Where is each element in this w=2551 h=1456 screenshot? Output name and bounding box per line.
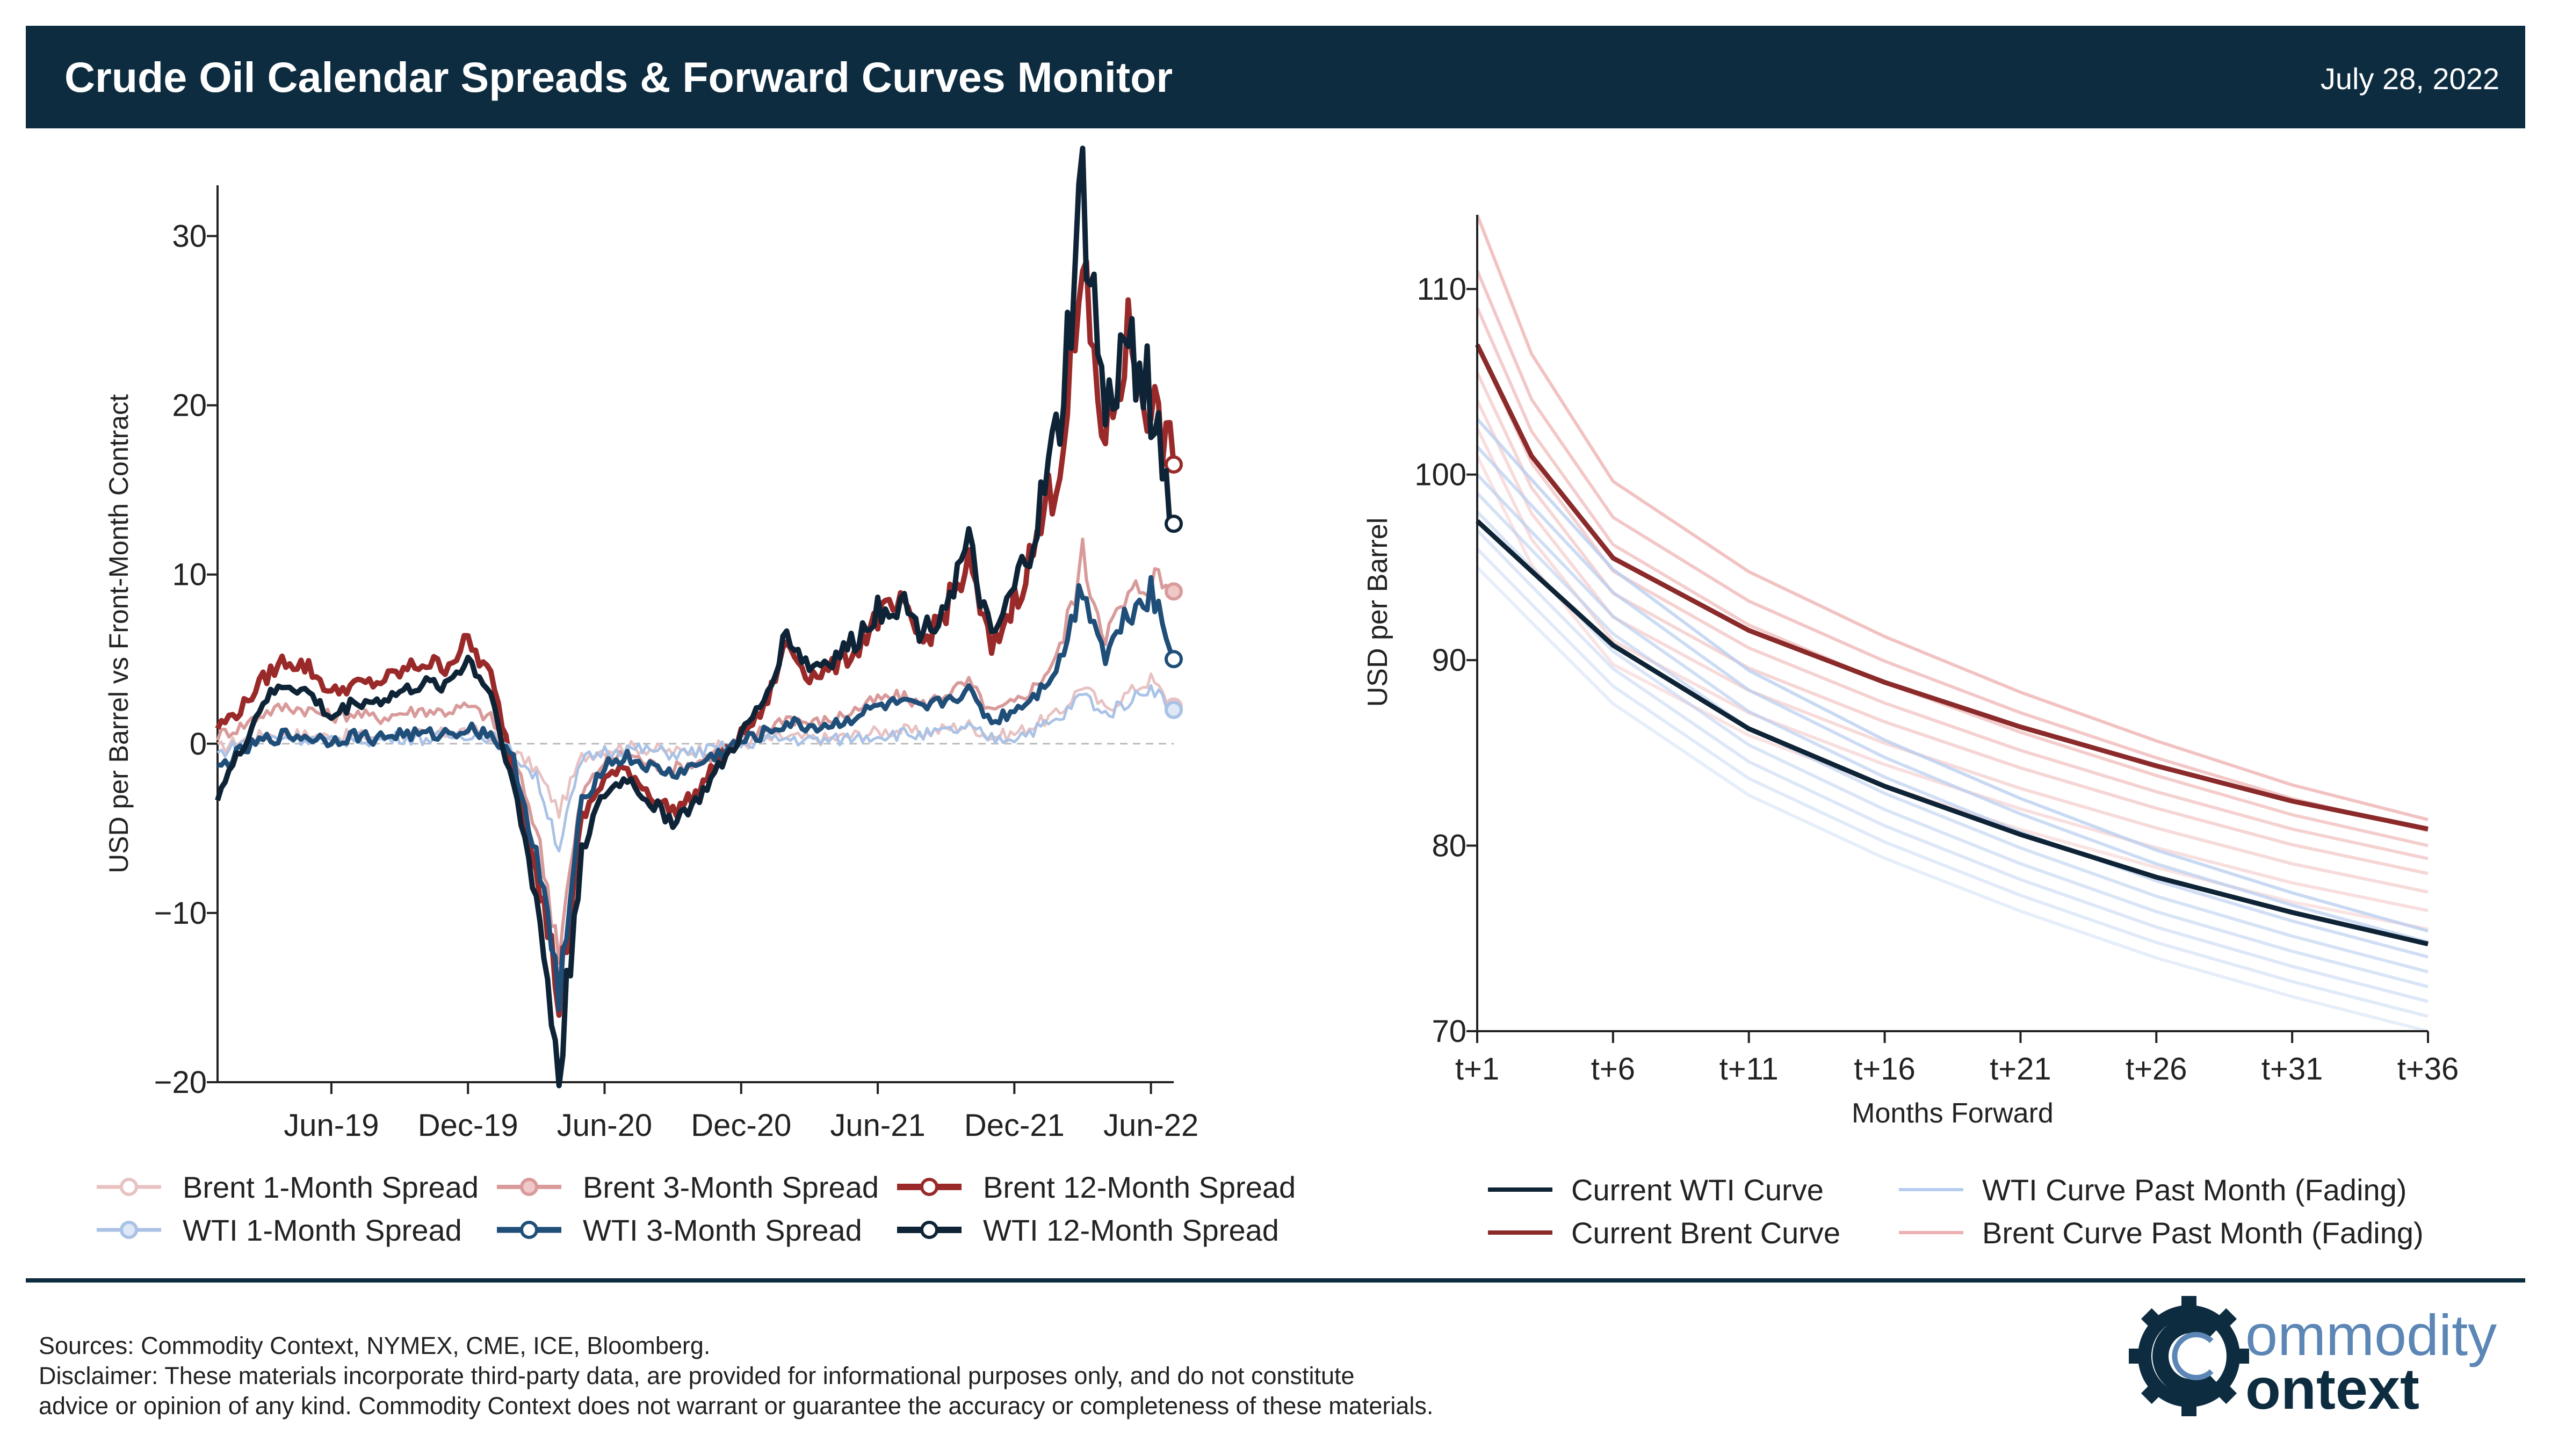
legend-left-item-1: Brent 1-Month Spread bbox=[183, 1170, 479, 1204]
left-x-tick-label: Dec-20 bbox=[691, 1108, 791, 1143]
left-x-tick-label: Jun-22 bbox=[1103, 1108, 1198, 1143]
brent-fading-curve-8 bbox=[1476, 214, 2429, 822]
right-x-tick-label: t+6 bbox=[1591, 1052, 1635, 1086]
legend-marker-3 bbox=[920, 1178, 938, 1196]
left-y-tick-label: −10 bbox=[154, 896, 207, 931]
legend-marker-1 bbox=[120, 1178, 138, 1196]
left-y-tick-label: 10 bbox=[172, 557, 207, 592]
series-line-4 bbox=[216, 684, 1175, 853]
footer-notes: Sources: Commodity Context, NYMEX, CME, … bbox=[39, 1331, 1433, 1421]
footer-disclaimer-line-2: advice or opinion of any kind. Commodity… bbox=[39, 1392, 1434, 1419]
series-end-marker-3 bbox=[1165, 455, 1183, 474]
footer-divider bbox=[26, 1278, 2525, 1283]
left-x-tick-label: Jun-21 bbox=[830, 1108, 925, 1143]
left-y-tick-label: 30 bbox=[172, 219, 207, 254]
series-line-2 bbox=[216, 537, 1175, 965]
brent-fading-curve-2 bbox=[1476, 427, 2429, 912]
brent-fading-curve-7 bbox=[1476, 270, 2429, 832]
right-y-axis-label: USD per Barrel bbox=[1362, 518, 1393, 707]
series-end-marker-4 bbox=[1165, 700, 1183, 719]
brent-fading-curve-5 bbox=[1476, 344, 2429, 860]
legend-right-item-4: Brent Curve Past Month (Fading) bbox=[1982, 1216, 2424, 1250]
legend-right-item-1: Current WTI Curve bbox=[1571, 1173, 1824, 1207]
wti-fading-curve-7 bbox=[1476, 445, 2429, 944]
gear-c-icon bbox=[2129, 1296, 2249, 1416]
footer-disclaimer-line-1: Disclaimer: These materials incorporate … bbox=[39, 1362, 1355, 1389]
series-line-5 bbox=[217, 575, 1176, 1012]
legend-right-item-2: WTI Curve Past Month (Fading) bbox=[1982, 1173, 2407, 1207]
current-wti-curve bbox=[1475, 519, 2429, 946]
left-y-axis-label: USD per Barrel vs Front-Month Contract bbox=[104, 394, 134, 873]
series-end-marker-5 bbox=[1165, 650, 1183, 669]
right-y-tick-label: 70 bbox=[1432, 1014, 1466, 1049]
right-x-tick-label: t+26 bbox=[2126, 1052, 2187, 1086]
right-x-tick-label: t+36 bbox=[2397, 1052, 2459, 1086]
series-line-3 bbox=[215, 258, 1176, 1018]
legend-left-item-6: WTI 12-Month Spread bbox=[983, 1213, 1279, 1247]
legend-marker-5 bbox=[520, 1221, 538, 1239]
legend-right-item-3: Current Brent Curve bbox=[1571, 1216, 1840, 1250]
wti-fading-curve-1 bbox=[1476, 566, 2429, 1033]
wti-fading-curve-4 bbox=[1476, 510, 2429, 989]
right-x-tick-label: t+31 bbox=[2261, 1052, 2323, 1086]
legend-marker-6 bbox=[920, 1221, 938, 1239]
wti-fading-curve-5 bbox=[1476, 492, 2429, 974]
series-end-marker-2 bbox=[1165, 582, 1183, 601]
series-end-marker-6 bbox=[1165, 515, 1183, 533]
left-y-tick-label: 20 bbox=[172, 388, 207, 423]
wti-fading-curve-2 bbox=[1476, 547, 2429, 1018]
wti-fading-curve-3 bbox=[1476, 529, 2429, 1003]
wti-fading-curve-8 bbox=[1476, 417, 2429, 933]
left-x-tick-label: Jun-20 bbox=[557, 1108, 652, 1143]
logo-word-context: ontext bbox=[2245, 1356, 2419, 1421]
right-y-tick-label: 80 bbox=[1432, 829, 1466, 864]
right-y-tick-label: 90 bbox=[1432, 643, 1466, 678]
current-brent-curve bbox=[1475, 343, 2429, 831]
legend-left-item-3: Brent 12-Month Spread bbox=[983, 1170, 1296, 1204]
legend-left-item-4: WTI 1-Month Spread bbox=[183, 1213, 462, 1247]
wti-fading-curve-6 bbox=[1476, 473, 2429, 959]
page-title: Crude Oil Calendar Spreads & Forward Cur… bbox=[64, 53, 1173, 101]
right-x-axis-label: Months Forward bbox=[1852, 1098, 2054, 1129]
header-bar: Crude Oil Calendar Spreads & Forward Cur… bbox=[26, 26, 2525, 128]
brent-fading-curve-4 bbox=[1476, 372, 2429, 875]
right-x-tick-label: t+21 bbox=[1990, 1052, 2051, 1086]
legend-marker-2 bbox=[520, 1178, 538, 1196]
series-line-6 bbox=[215, 146, 1175, 1089]
left-y-tick-label: −20 bbox=[154, 1065, 207, 1100]
legend-left-item-5: WTI 3-Month Spread bbox=[583, 1213, 862, 1247]
right-x-tick-label: t+16 bbox=[1854, 1052, 1916, 1086]
left-x-tick-label: Dec-19 bbox=[418, 1108, 518, 1143]
commodity-context-logo: ommodity ontext bbox=[2124, 1292, 2511, 1421]
logo-word-commodity: ommodity bbox=[2245, 1302, 2497, 1367]
left-y-tick-label: 0 bbox=[190, 727, 207, 762]
right-x-tick-label: t+1 bbox=[1455, 1052, 1499, 1086]
footer-sources: Sources: Commodity Context, NYMEX, CME, … bbox=[39, 1332, 711, 1359]
legend-left-item-2: Brent 3-Month Spread bbox=[583, 1170, 879, 1204]
legend-marker-4 bbox=[120, 1221, 138, 1239]
report-date: July 28, 2022 bbox=[2320, 62, 2499, 96]
left-x-tick-label: Jun-19 bbox=[284, 1108, 379, 1143]
left-x-tick-label: Dec-21 bbox=[964, 1108, 1065, 1143]
right-x-tick-label: t+11 bbox=[1719, 1052, 1779, 1086]
brent-fading-curve-3 bbox=[1476, 400, 2429, 894]
right-y-tick-label: 110 bbox=[1417, 272, 1466, 307]
right-y-tick-label: 100 bbox=[1414, 458, 1466, 492]
